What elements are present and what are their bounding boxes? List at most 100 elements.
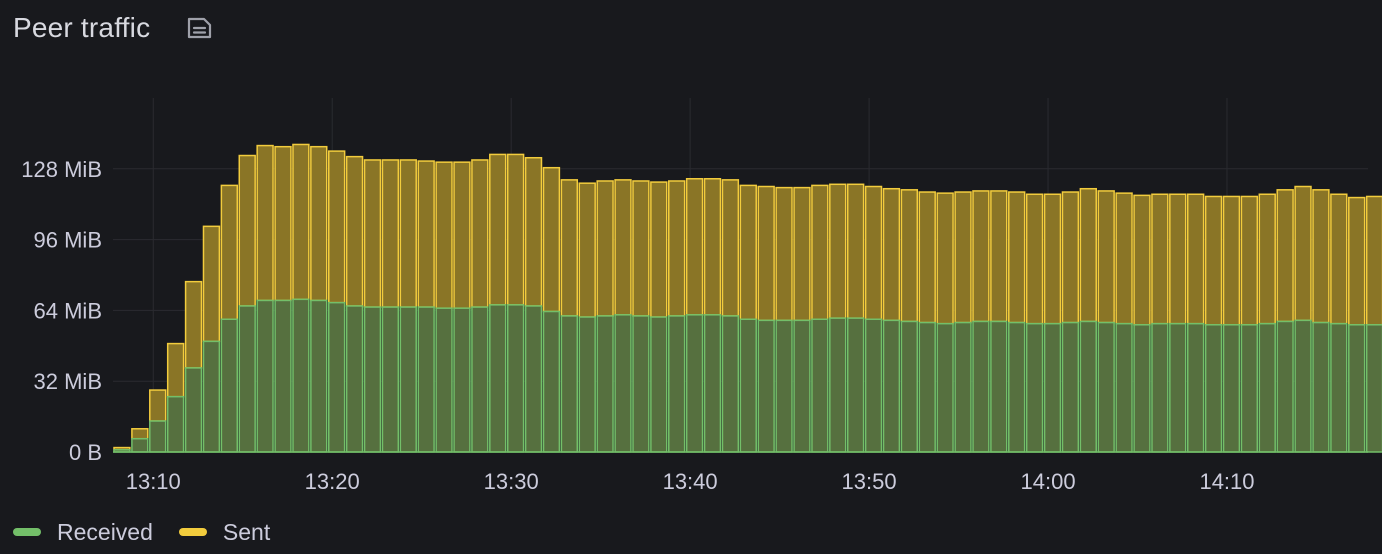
- bar-received: [757, 319, 775, 453]
- bar-sent: [399, 159, 417, 308]
- bar-sent: [793, 186, 811, 322]
- bar-sent: [489, 153, 507, 306]
- bar-received: [1186, 322, 1205, 453]
- bar-received: [345, 305, 364, 453]
- bar-sent: [1348, 196, 1366, 326]
- bar-received: [1330, 322, 1348, 453]
- bar-received: [381, 306, 400, 453]
- legend-swatch-received: [13, 528, 41, 536]
- bar-received: [220, 318, 239, 453]
- bar-sent: [131, 428, 149, 440]
- bar-sent: [524, 156, 543, 307]
- bar-received: [453, 307, 471, 453]
- bar-sent: [506, 153, 525, 306]
- bar-received: [1294, 319, 1312, 453]
- bar-sent: [435, 161, 453, 309]
- bar-sent: [1079, 187, 1097, 323]
- bar-received: [990, 320, 1008, 453]
- bar-received: [1151, 322, 1169, 453]
- bar-received: [274, 299, 292, 453]
- y-tick-label: 64 MiB: [34, 298, 102, 323]
- bar-received: [882, 319, 901, 453]
- bar-sent: [1258, 193, 1276, 325]
- bar-sent: [345, 155, 364, 307]
- bar-sent: [900, 189, 919, 323]
- bar-sent: [220, 184, 239, 320]
- bar-sent: [775, 186, 793, 322]
- legend-item-received[interactable]: Received: [13, 519, 153, 546]
- bar-received: [793, 319, 811, 453]
- x-tick-label: 13:20: [305, 469, 360, 494]
- bar-sent: [757, 185, 775, 322]
- bar-received: [1240, 324, 1259, 453]
- legend-label-sent: Sent: [222, 518, 271, 545]
- bar-sent: [578, 182, 596, 318]
- bar-received: [614, 314, 632, 453]
- bar-received: [489, 304, 507, 453]
- bar-sent: [1204, 195, 1223, 326]
- bar-received: [900, 320, 919, 453]
- bar-sent: [1240, 195, 1259, 326]
- bar-sent: [1365, 195, 1382, 326]
- bar-sent: [596, 180, 614, 317]
- bar-received: [506, 304, 525, 453]
- bar-received: [1133, 324, 1151, 453]
- bar-received: [292, 298, 310, 453]
- bar-received: [310, 299, 328, 453]
- bar-sent: [936, 192, 954, 325]
- bar-received: [650, 316, 668, 453]
- bar-received: [1025, 322, 1044, 453]
- bar-received: [1348, 324, 1366, 453]
- panel-info-icon[interactable]: [184, 13, 214, 43]
- bar-received: [721, 315, 740, 453]
- bar-sent: [238, 154, 256, 307]
- bar-received: [668, 315, 686, 453]
- bar-sent: [1025, 193, 1044, 325]
- bar-received: [471, 306, 489, 453]
- bar-sent: [1330, 193, 1348, 325]
- bar-received: [399, 306, 417, 453]
- bar-sent: [990, 190, 1008, 323]
- bar-sent: [1061, 191, 1080, 324]
- bar-sent: [1043, 193, 1062, 325]
- legend: Received Sent: [13, 515, 282, 549]
- bar-received: [560, 315, 579, 453]
- bar-received: [256, 299, 274, 453]
- bar-sent: [846, 183, 865, 319]
- bar-sent: [542, 166, 561, 313]
- bar-received: [363, 306, 382, 453]
- bar-received: [1008, 321, 1026, 453]
- bar-received: [1204, 324, 1223, 453]
- bar-received: [238, 305, 256, 453]
- bar-received: [1169, 322, 1187, 453]
- bar-received: [149, 420, 167, 453]
- bar-sent: [703, 178, 722, 316]
- bar-sent: [811, 184, 829, 320]
- bar-received: [327, 301, 346, 453]
- bar-received: [1365, 324, 1382, 453]
- bar-sent: [149, 389, 167, 422]
- y-tick-label: 32 MiB: [34, 369, 102, 394]
- bar-sent: [685, 178, 704, 316]
- bar-sent: [1294, 185, 1312, 322]
- bar-received: [1043, 322, 1062, 453]
- y-tick-label: 96 MiB: [34, 228, 102, 253]
- bar-sent: [363, 159, 382, 308]
- bar-received: [596, 315, 614, 453]
- legend-item-sent[interactable]: Sent: [178, 518, 271, 546]
- bar-received: [703, 314, 722, 453]
- bar-received: [1097, 321, 1115, 453]
- x-tick-label: 13:30: [484, 469, 539, 494]
- bar-sent: [560, 179, 579, 317]
- bar-received: [972, 320, 990, 453]
- bar-sent: [632, 180, 650, 317]
- bar-received: [775, 319, 793, 453]
- bar-sent: [1169, 193, 1187, 325]
- bar-received: [202, 340, 221, 453]
- bar-received: [542, 310, 561, 453]
- bar-received: [936, 322, 954, 453]
- bar-sent: [292, 143, 310, 301]
- bar-sent: [453, 161, 471, 309]
- bar-sent: [256, 144, 274, 302]
